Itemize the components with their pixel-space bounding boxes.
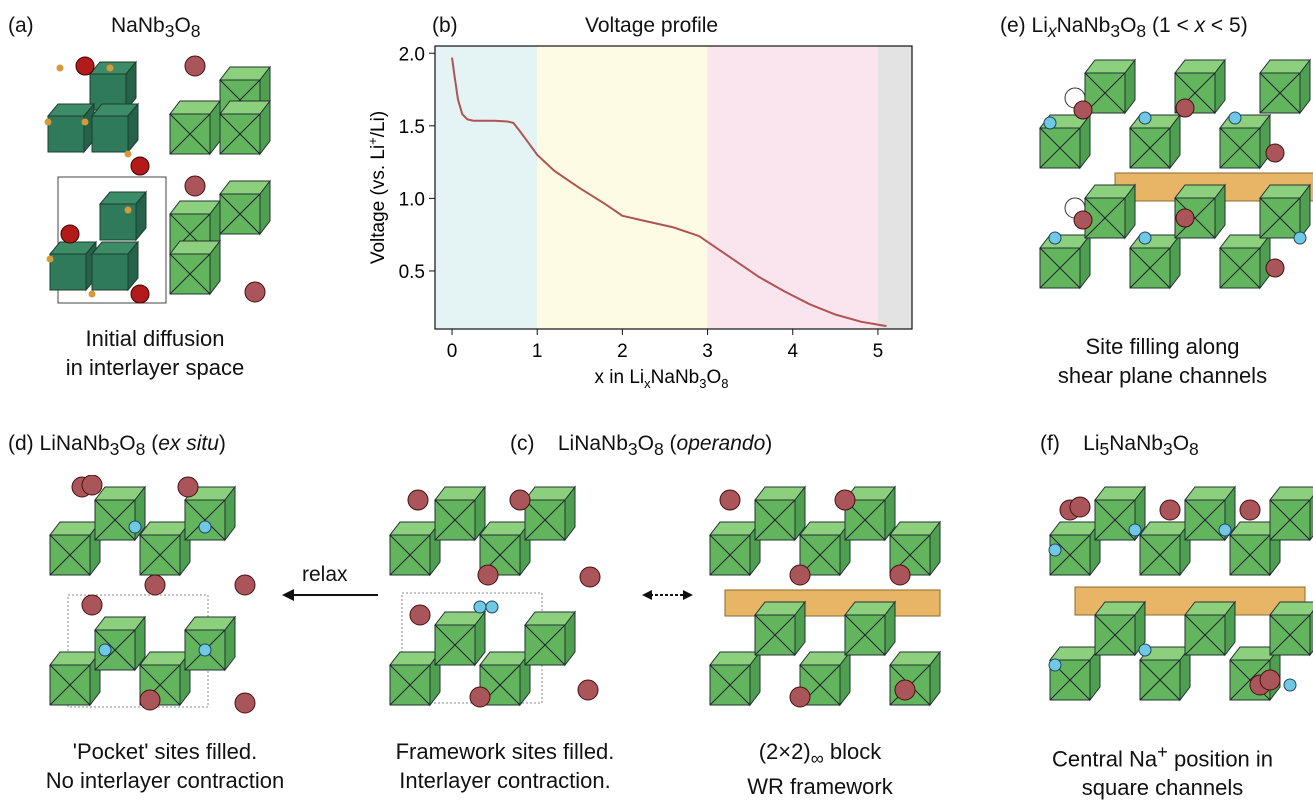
panel-e-caption: Site filling along shear plane channels [1057, 334, 1268, 388]
x-tick-label: 2 [617, 341, 628, 362]
chart-series-line [451, 57, 887, 328]
panel-f-structure [1048, 486, 1313, 701]
y-tick-label: 2.0 [399, 44, 425, 65]
panel-c-right-caption: (2×2)∞ block WR framework [747, 739, 893, 800]
relax-arrow [282, 589, 378, 601]
y-axis-label: Voltage (vs. Li+/Li) [365, 111, 389, 264]
chart-region-0 [435, 46, 538, 329]
voltage-profile-chart: 0 1 2 3 4 5 0.5 1.0 1.5 2.0 x in LixNaNb3O8 Voltage… [365, 44, 913, 391]
panel-f-formula: (f) Li5NaNb3O8 [1040, 432, 1199, 460]
chart-region-2 [707, 46, 878, 329]
x-tick-label: 1 [532, 341, 543, 362]
panel-d-formula: (d) LiNaNb3O8 (ex situ) [8, 432, 226, 460]
equilibrium-arrow [642, 590, 693, 600]
x-axis-label: x in LixNaNb3O8 [595, 367, 729, 391]
panel-e-structure [1039, 59, 1313, 289]
y-tick-label: 0.5 [399, 262, 425, 283]
x-tick-label: 3 [702, 341, 713, 362]
chart-frame [434, 45, 913, 330]
panel-b-letter: (b) [432, 14, 458, 37]
na-atom [184, 55, 206, 77]
chart-title: Voltage profile [585, 14, 719, 37]
x-tick-label: 0 [447, 341, 458, 362]
panel-f-caption: Central Na+ position in square channels [1051, 741, 1274, 801]
panel-c-formula: (c) LiNaNb3O8 (operando) [510, 432, 773, 460]
x-tick-label: 4 [787, 341, 798, 362]
y-tick-label: 1.0 [399, 189, 425, 210]
panel-a-caption: Initial diffusion in interlayer space [65, 326, 245, 380]
relax-label: relax [302, 563, 348, 586]
x-tick-label: 5 [873, 341, 884, 362]
panel-c-left-structure [389, 486, 601, 708]
panel-a-formula: NaNb3O8 [111, 14, 201, 42]
panel-e-formula: (e) LixNaNb3O8 (1 < x < 5) [1000, 14, 1248, 42]
panel-a-letter: (a) [8, 14, 34, 37]
panel-c-left-caption: Framework sites filled. Interlayer contra… [395, 739, 615, 793]
chart-region-3 [877, 46, 912, 329]
panel-d-caption: 'Pocket' sites filled. No interlayer cont… [45, 739, 285, 793]
y-tick-label: 1.5 [399, 117, 425, 138]
panel-d-structure [49, 475, 256, 714]
chart-region-1 [537, 46, 708, 329]
panel-a-structure [44, 55, 271, 304]
nb-atom [75, 56, 95, 76]
panel-c-right-structure [709, 486, 941, 708]
